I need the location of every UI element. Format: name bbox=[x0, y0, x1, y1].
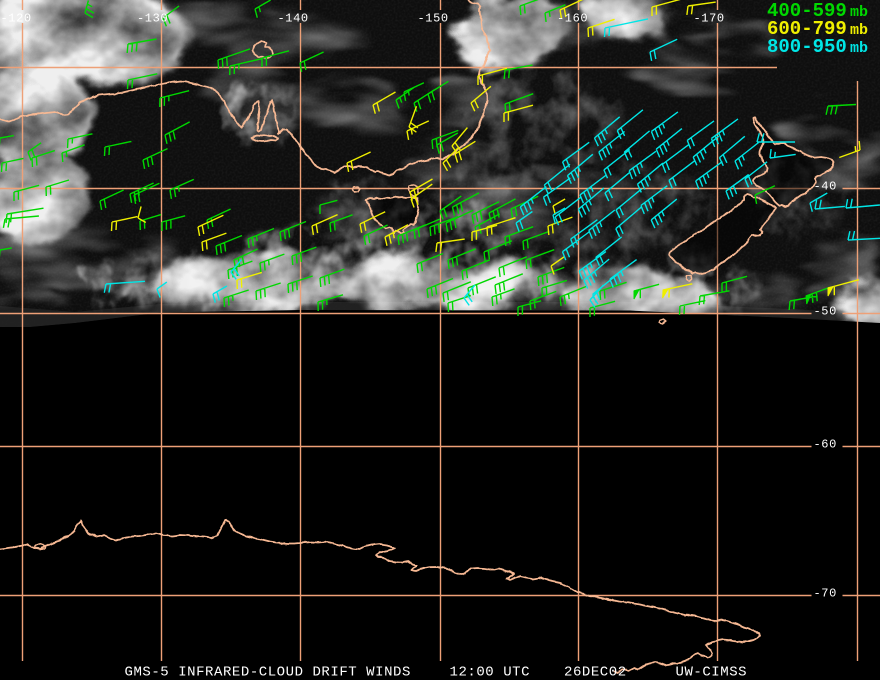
svg-text:-140: -140 bbox=[278, 12, 309, 26]
svg-text:-120: -120 bbox=[1, 12, 32, 26]
svg-text:-60: -60 bbox=[814, 438, 837, 452]
svg-text:mb: mb bbox=[850, 40, 868, 57]
svg-text:UW-CIMSS: UW-CIMSS bbox=[676, 665, 748, 680]
svg-text:-130: -130 bbox=[137, 12, 168, 26]
svg-text:26DEC02: 26DEC02 bbox=[564, 665, 627, 680]
svg-text:12:00 UTC: 12:00 UTC bbox=[450, 665, 531, 680]
svg-text:mb: mb bbox=[850, 22, 868, 39]
svg-text:GMS-5 INFRARED-CLOUD DRIFT WIN: GMS-5 INFRARED-CLOUD DRIFT WINDS bbox=[125, 665, 411, 680]
svg-text:-40: -40 bbox=[814, 180, 837, 194]
svg-text:mb: mb bbox=[850, 4, 868, 21]
svg-text:400-599: 400-599 bbox=[767, 0, 847, 22]
svg-text:-150: -150 bbox=[418, 12, 449, 26]
svg-text:-170: -170 bbox=[694, 12, 725, 26]
svg-text:-160: -160 bbox=[557, 12, 588, 26]
svg-text:-50: -50 bbox=[814, 305, 837, 319]
svg-text:800-950: 800-950 bbox=[767, 36, 847, 58]
svg-text:-70: -70 bbox=[814, 587, 837, 601]
svg-text:600-799: 600-799 bbox=[767, 18, 847, 40]
